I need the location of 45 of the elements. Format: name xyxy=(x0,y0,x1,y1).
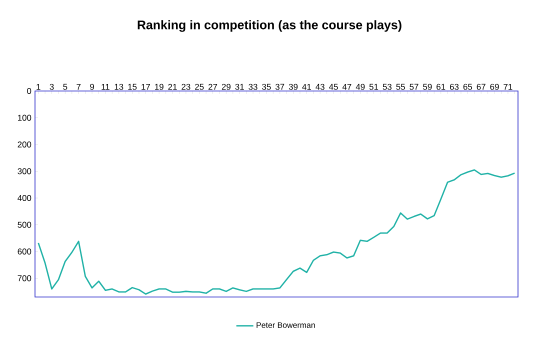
x-tick-label: 67 xyxy=(476,84,486,90)
x-tick-label: 25 xyxy=(195,84,204,90)
x-tick-label: 19 xyxy=(155,84,164,90)
x-tick-label: 9 xyxy=(90,84,94,90)
y-tick-label: 600 xyxy=(18,248,32,255)
x-tick-label: 1 xyxy=(36,84,40,90)
x-tick-label: 13 xyxy=(114,84,124,90)
x-tick-label: 49 xyxy=(356,84,365,90)
x-tick-label: 29 xyxy=(222,84,231,90)
x-tick-label: 33 xyxy=(248,84,258,90)
x-tick-label: 7 xyxy=(76,84,81,90)
x-tick-label: 47 xyxy=(342,84,352,90)
x-tick-label: 57 xyxy=(410,84,418,90)
y-tick-label: 400 xyxy=(18,195,32,201)
chart-title: Ranking in competition (as the course plays) xyxy=(138,20,402,32)
y-tick-label: 200 xyxy=(18,142,32,148)
x-tick-label: 21 xyxy=(168,84,177,90)
x-tick-label: 53 xyxy=(382,84,392,90)
x-tick-label: 65 xyxy=(463,84,472,90)
y-tick-label: 0 xyxy=(27,88,32,94)
x-tick-label: 71 xyxy=(504,84,512,90)
y-tick-label: 700 xyxy=(18,275,32,282)
x-tick-label: 41 xyxy=(302,84,311,90)
x-tick-label: 43 xyxy=(316,84,324,90)
x-tick-label: 51 xyxy=(369,84,378,90)
x-tick-label: 59 xyxy=(423,84,432,90)
y-tick-label: 100 xyxy=(18,114,32,121)
x-tick-label: 15 xyxy=(128,84,137,90)
x-tick-label: 39 xyxy=(288,84,298,90)
y-tick-label: 500 xyxy=(18,222,32,228)
x-tick-label: 23 xyxy=(182,84,190,90)
x-tick-label: 27 xyxy=(208,84,218,90)
y-tick-label: 300 xyxy=(18,168,32,174)
x-tick-label: 17 xyxy=(142,84,150,90)
x-tick-label: 61 xyxy=(436,84,446,90)
x-tick-label: 69 xyxy=(490,84,499,90)
x-tick-label: 63 xyxy=(450,84,459,90)
x-tick-label: 37 xyxy=(275,84,284,90)
x-tick-label: 45 xyxy=(329,84,338,90)
x-tick-label: 35 xyxy=(262,84,271,90)
x-tick-label: 31 xyxy=(235,84,244,90)
x-tick-label: 3 xyxy=(50,84,54,90)
x-tick-label: 11 xyxy=(102,84,110,90)
x-tick-label: 55 xyxy=(396,84,405,90)
x-tick-label: 5 xyxy=(63,84,68,90)
